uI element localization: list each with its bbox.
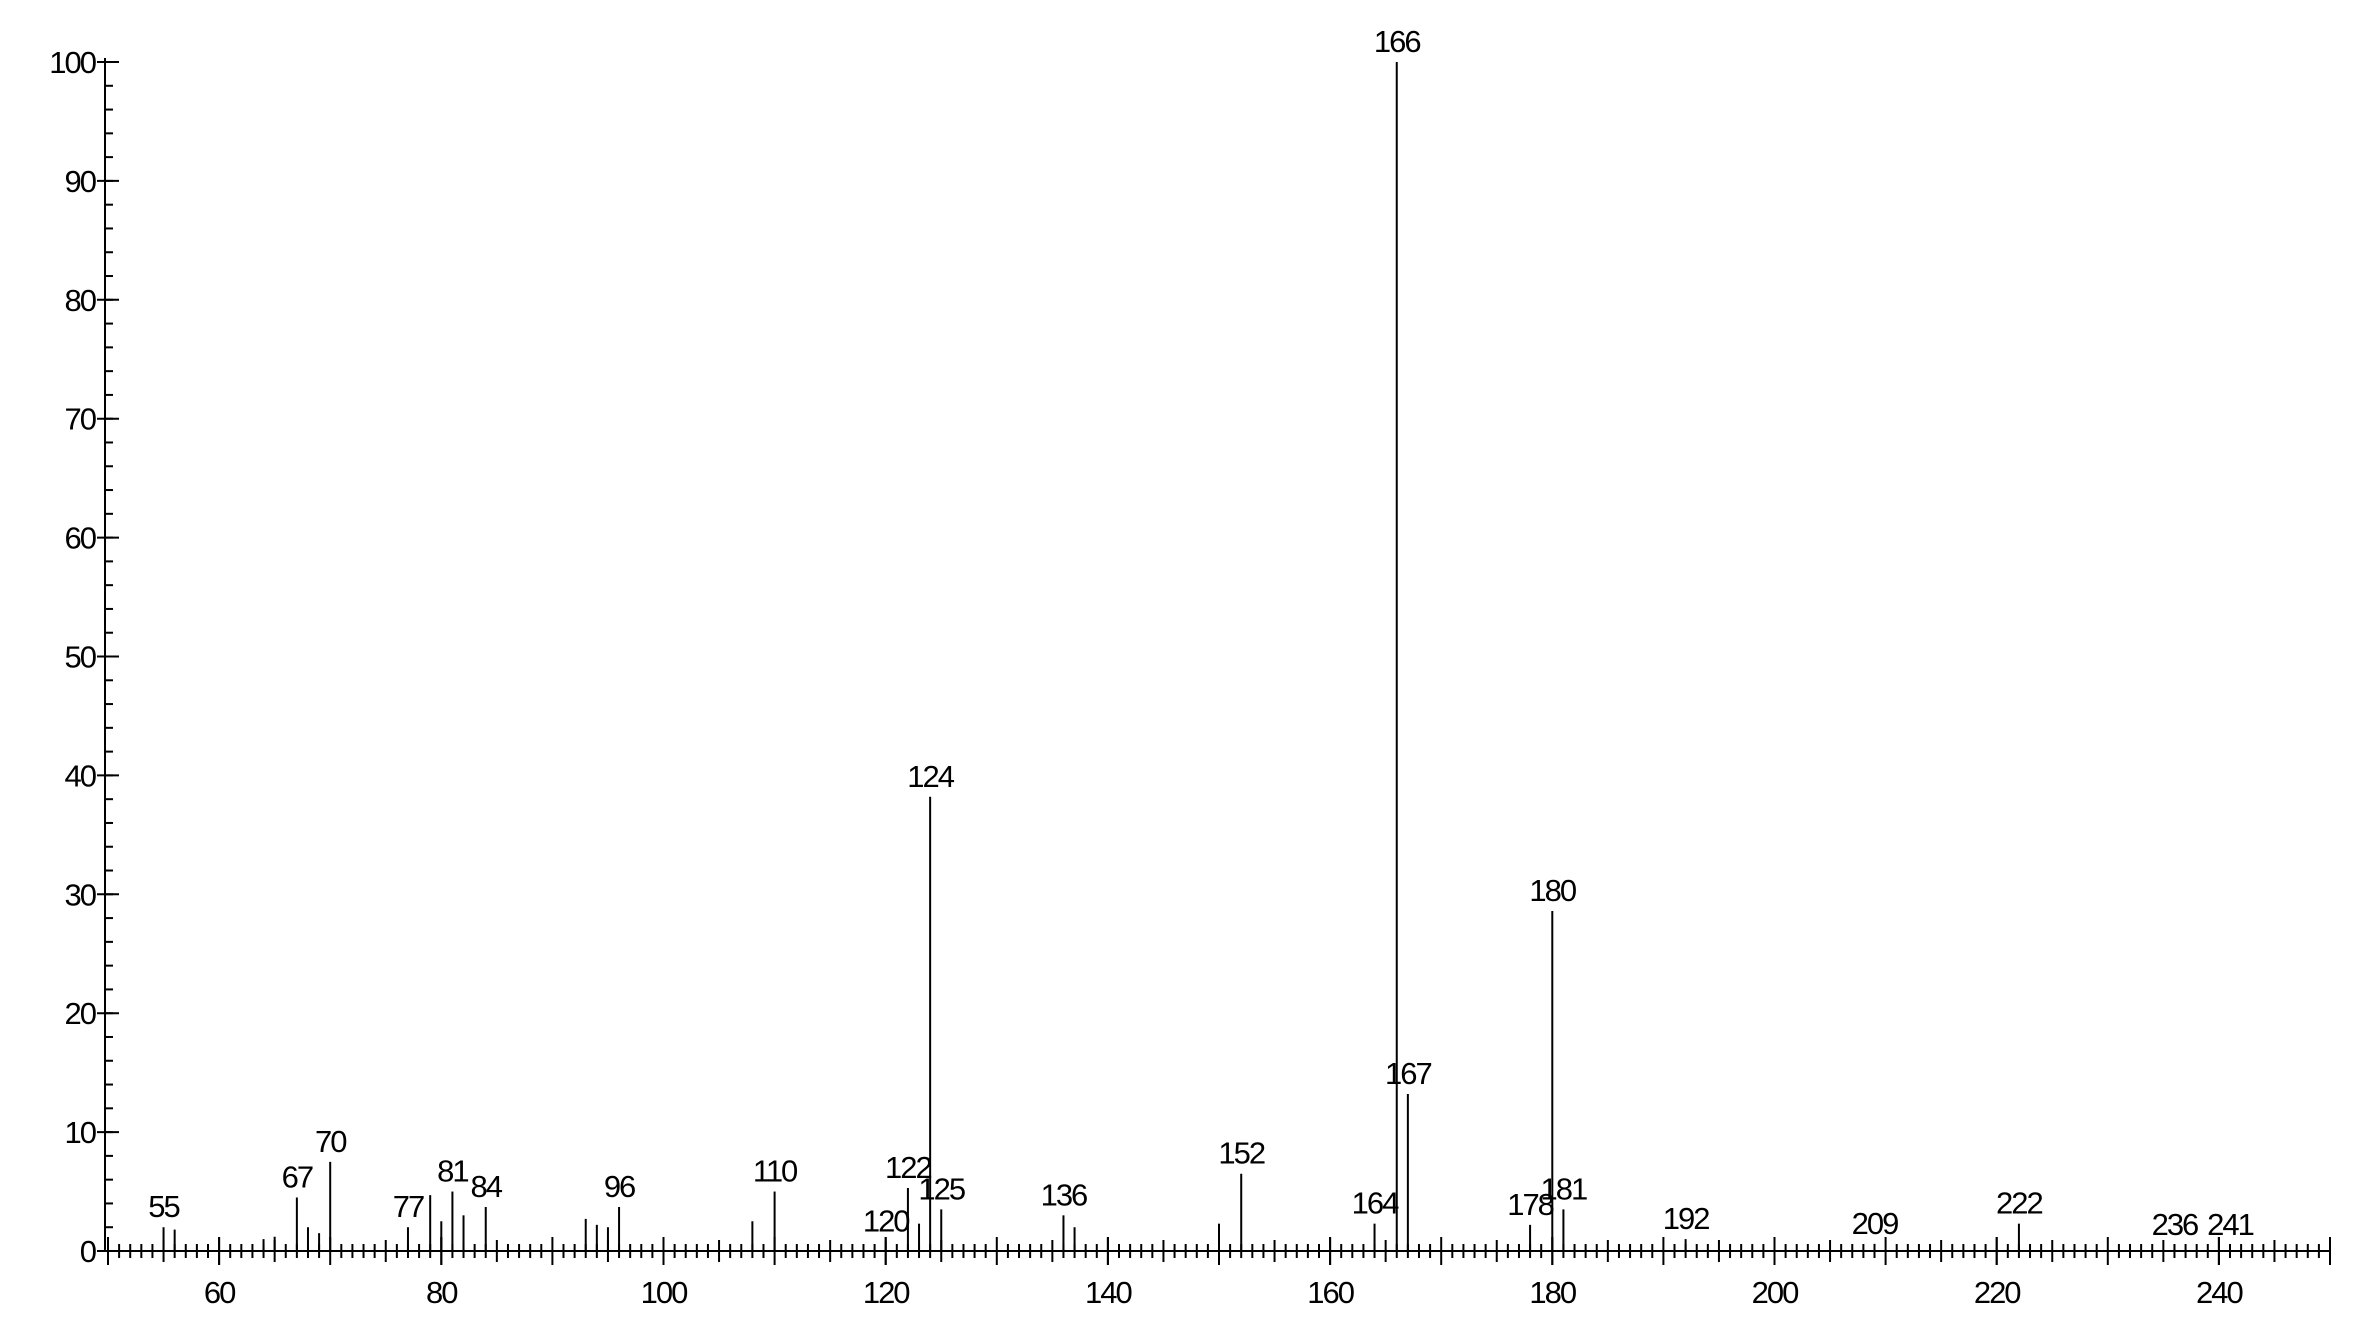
peak-label: 222: [1996, 1186, 2042, 1221]
y-tick-label: 100: [49, 45, 96, 80]
peak-label: 77: [393, 1189, 424, 1224]
peak-label: 152: [1218, 1136, 1264, 1171]
x-tick-label: 220: [1974, 1275, 2021, 1310]
x-tick-label: 200: [1752, 1275, 1799, 1310]
peak-label: 180: [1529, 873, 1576, 908]
y-tick-label: 20: [65, 996, 97, 1031]
x-tick-label: 180: [1529, 1275, 1576, 1310]
y-tick-label: 70: [65, 402, 97, 437]
x-tick-label: 240: [2196, 1275, 2243, 1310]
peak-label: 124: [907, 759, 954, 794]
y-tick-label: 10: [65, 1115, 97, 1150]
peak-label: 125: [918, 1171, 964, 1206]
peak-label: 181: [1541, 1171, 1587, 1206]
x-tick-label: 80: [426, 1275, 458, 1310]
peak-label: 120: [863, 1203, 910, 1238]
peak-label: 67: [282, 1159, 313, 1194]
peak-label: 55: [148, 1189, 179, 1224]
y-tick-label: 0: [80, 1234, 97, 1269]
peak-label: 241: [2207, 1207, 2253, 1242]
y-tick-label: 60: [65, 521, 97, 556]
peak-label: 164: [1352, 1186, 1399, 1221]
y-tick-label: 40: [65, 758, 97, 793]
x-tick-label: 140: [1085, 1275, 1132, 1310]
peak-label: 122: [885, 1150, 931, 1185]
y-tick-label: 90: [65, 164, 97, 199]
peak-label: 110: [753, 1154, 798, 1189]
peak-label: 209: [1852, 1206, 1898, 1241]
x-tick-label: 120: [863, 1275, 910, 1310]
peak-label: 166: [1374, 24, 1420, 59]
peak-label: 96: [604, 1169, 635, 1204]
x-tick-label: 60: [204, 1275, 236, 1310]
peak-label: 192: [1663, 1201, 1709, 1236]
peak-label: 236: [2152, 1207, 2198, 1242]
peak-label: 84: [470, 1169, 502, 1204]
peak-label: 136: [1041, 1177, 1087, 1212]
peak-label: 70: [315, 1124, 347, 1159]
peak-label: 178: [1507, 1187, 1553, 1222]
x-tick-label: 160: [1307, 1275, 1354, 1310]
peak-label: 81: [437, 1154, 468, 1189]
x-tick-label: 100: [641, 1275, 688, 1310]
y-tick-label: 50: [65, 640, 97, 675]
y-tick-label: 80: [65, 283, 97, 318]
y-tick-label: 30: [65, 877, 97, 912]
peak-label: 167: [1385, 1056, 1431, 1091]
